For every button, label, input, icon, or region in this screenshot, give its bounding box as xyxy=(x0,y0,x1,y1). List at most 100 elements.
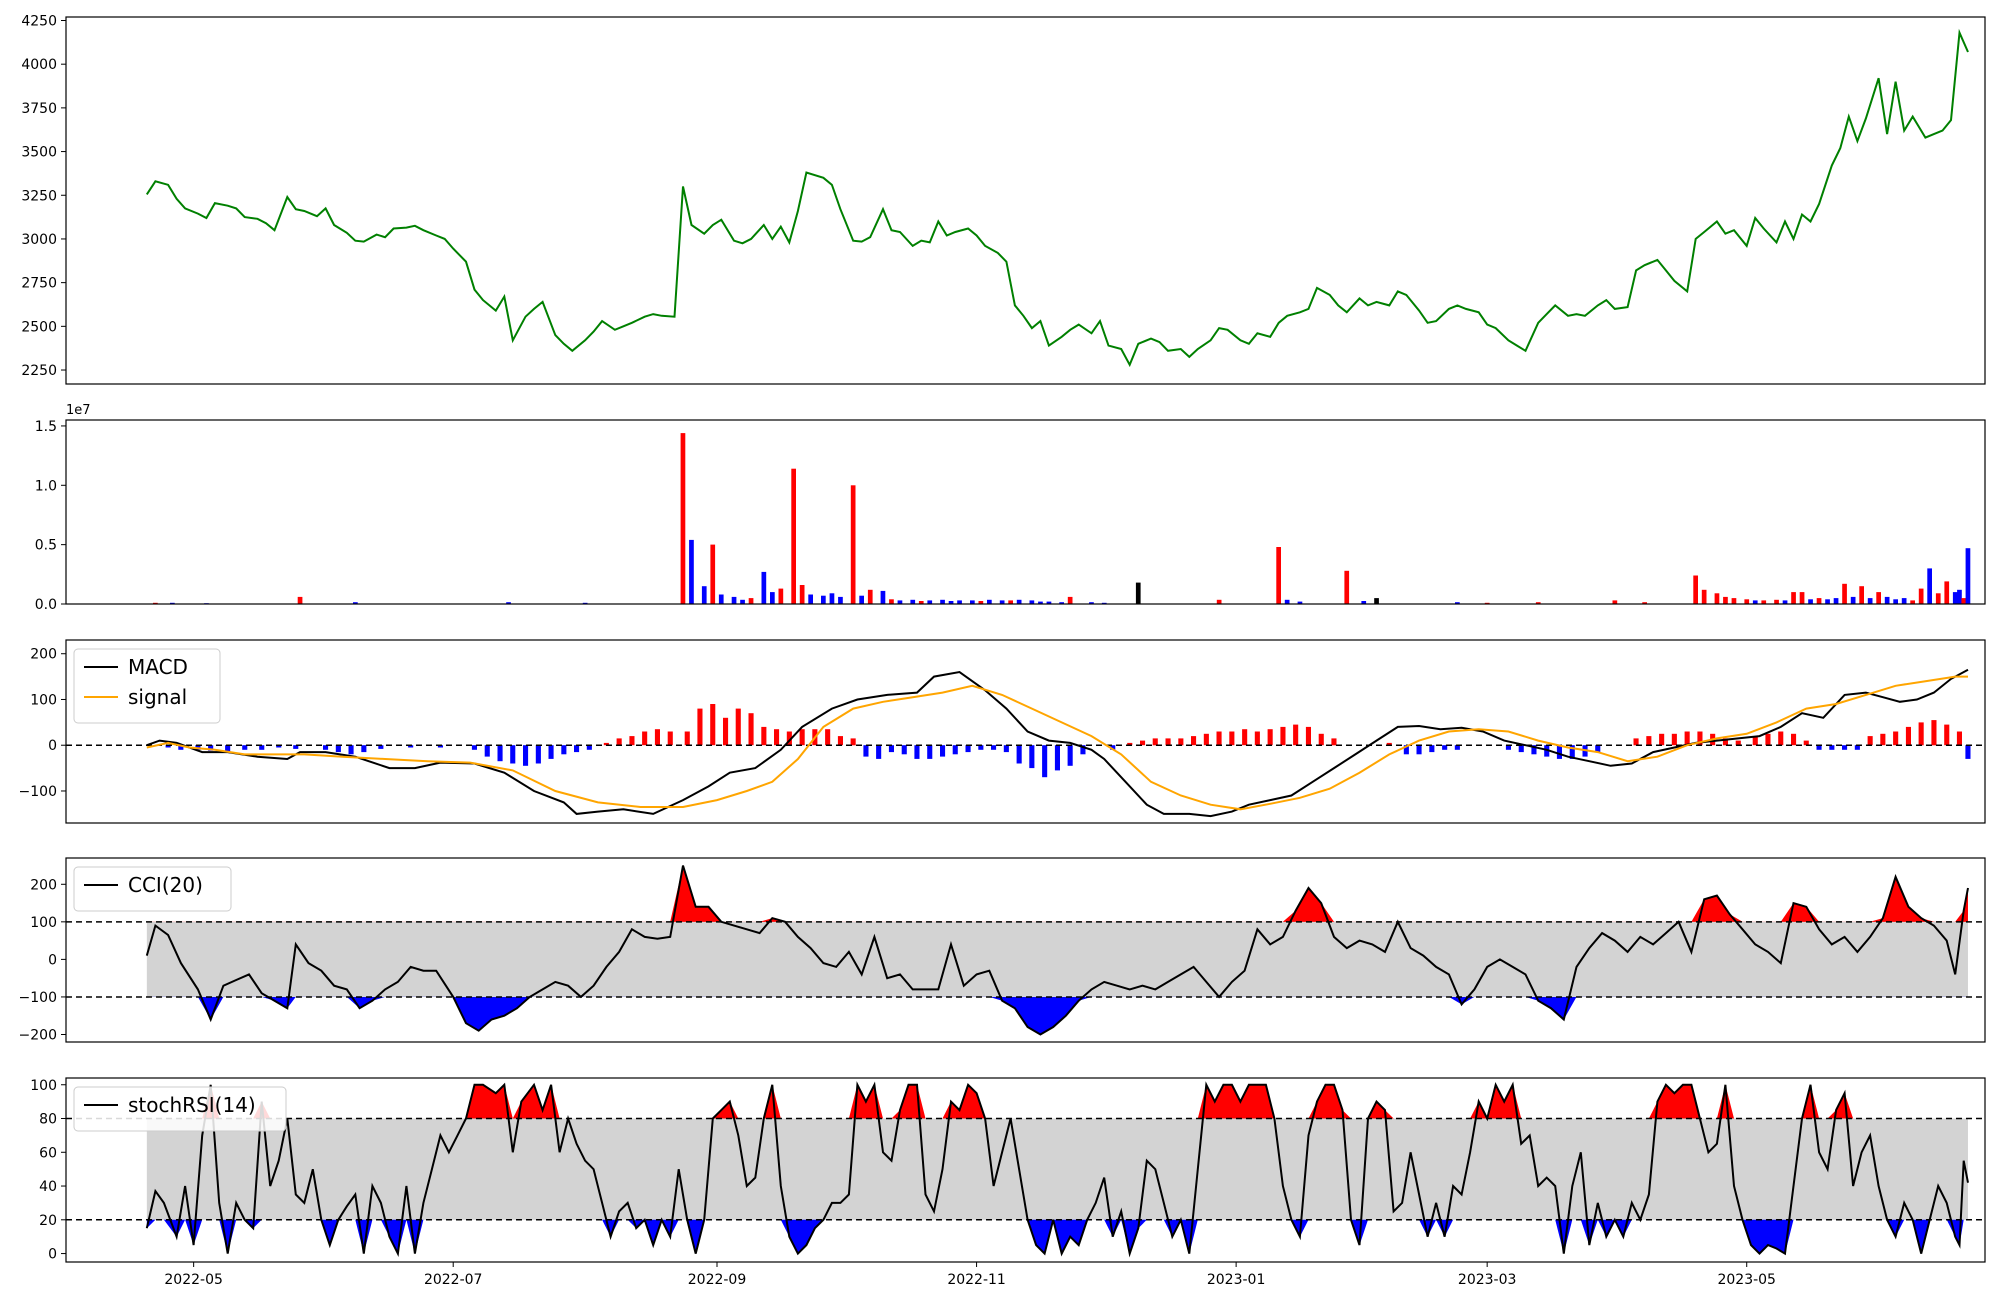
volume-bar xyxy=(778,588,784,604)
macd-histogram-bar xyxy=(1254,731,1260,746)
macd-histogram-bar xyxy=(1544,745,1550,757)
macd-histogram-bar xyxy=(1403,745,1409,755)
macd-histogram-bar xyxy=(667,731,673,746)
volume-bar xyxy=(1276,547,1281,604)
volume-bar xyxy=(1876,592,1881,604)
volume-bar xyxy=(1935,593,1941,604)
volume-bar xyxy=(1284,599,1290,604)
macd-histogram-bar xyxy=(1191,736,1197,746)
volume-bar xyxy=(710,544,716,604)
macd-histogram-bar xyxy=(484,745,490,757)
panel-frame xyxy=(65,419,1986,605)
macd-histogram-bar xyxy=(723,717,729,746)
y-tick-label: −200 xyxy=(19,1027,57,1043)
y-tick-label: 200 xyxy=(30,647,57,663)
volume-bar xyxy=(1008,600,1013,604)
macd-histogram-bar xyxy=(348,745,354,755)
macd-histogram-bar xyxy=(837,736,843,746)
macd-histogram-bar xyxy=(1791,733,1797,746)
macd-histogram-bar xyxy=(965,745,971,753)
macd-histogram-bar xyxy=(1778,731,1784,746)
volume-bar xyxy=(1297,601,1303,604)
macd-histogram-bar xyxy=(1518,745,1524,753)
y-tick-label: 100 xyxy=(30,1078,57,1094)
volume-bar xyxy=(1612,600,1618,604)
volume-bar xyxy=(821,595,826,604)
macd-histogram-bar xyxy=(1944,724,1950,746)
macd-histogram-bar xyxy=(1854,745,1860,750)
macd-histogram-bar xyxy=(1127,742,1133,746)
volume-bar xyxy=(1859,586,1864,604)
macd-histogram-bar xyxy=(1178,738,1184,746)
macd-histogram-bar xyxy=(1867,736,1873,746)
volume-bar xyxy=(748,598,754,604)
volume-bar xyxy=(999,600,1005,604)
y-tick-label: 100 xyxy=(30,692,57,708)
legend-label: MACD xyxy=(128,655,188,679)
macd-histogram-bar xyxy=(1595,745,1601,753)
y-tick-label: 2500 xyxy=(21,319,57,335)
volume-bar xyxy=(1038,601,1043,604)
volume-bar xyxy=(1918,588,1924,604)
cci-overbought-fill xyxy=(146,865,1968,922)
macd-histogram-bar xyxy=(1931,720,1937,746)
y-tick-label: 4000 xyxy=(21,57,57,73)
macd-histogram-bar xyxy=(1242,729,1248,746)
x-tick-label: 2023-01 xyxy=(1207,1272,1266,1288)
volume-bar xyxy=(1961,598,1967,604)
macd-histogram-bar xyxy=(888,745,894,753)
macd-histogram-bar xyxy=(1735,740,1741,746)
volume-bar xyxy=(889,599,894,604)
macd-histogram-bar xyxy=(1318,733,1324,746)
volume-bar xyxy=(1693,575,1698,604)
x-tick-label: 2022-07 xyxy=(424,1272,483,1288)
macd-histogram-bar xyxy=(927,745,933,759)
volume-bar xyxy=(910,599,916,604)
volume-bar xyxy=(799,585,805,604)
macd-histogram-bar xyxy=(1016,745,1022,764)
macd-histogram-bar xyxy=(1003,745,1009,753)
y-tick-label: 200 xyxy=(30,877,57,893)
y-tick-label: 40 xyxy=(39,1179,57,1195)
volume-bar xyxy=(1833,598,1839,604)
volume-bar xyxy=(718,594,724,604)
macd-histogram-bar xyxy=(361,745,367,753)
macd-histogram-bar xyxy=(876,745,882,759)
volume-bar xyxy=(867,589,873,604)
volume-bar xyxy=(897,600,903,604)
macd-histogram-bar xyxy=(799,729,805,746)
x-tick-label: 2023-05 xyxy=(1717,1272,1776,1288)
volume-bar xyxy=(1910,600,1915,604)
macd-histogram-bar xyxy=(901,745,907,755)
macd-histogram-bar xyxy=(471,745,477,750)
macd-histogram-bar xyxy=(1386,742,1392,746)
macd-histogram-bar xyxy=(774,729,780,746)
y-tick-label: −100 xyxy=(19,990,57,1006)
volume-bar xyxy=(701,586,707,604)
macd-histogram-bar xyxy=(786,731,792,746)
volume-bar xyxy=(957,600,962,604)
macd-histogram-bar xyxy=(1110,745,1116,750)
macd-histogram-bar xyxy=(952,745,958,755)
macd-histogram-bar xyxy=(978,745,984,750)
volume-bar xyxy=(1723,596,1728,604)
macd-histogram-bar xyxy=(629,736,635,746)
macd-histogram-bar xyxy=(1880,733,1886,746)
macd-histogram-bar xyxy=(1829,745,1835,750)
macd-histogram-bar xyxy=(535,745,541,764)
macd-histogram-bar xyxy=(1429,745,1435,753)
volume-bar xyxy=(1744,599,1750,604)
macd-histogram-bar xyxy=(825,729,831,746)
volume-bar xyxy=(987,599,992,604)
macd-histogram-bar xyxy=(259,745,265,750)
volume-bar xyxy=(1344,570,1350,604)
macd-histogram-bar xyxy=(574,745,580,753)
volume-bar xyxy=(1701,589,1707,604)
volume-bar xyxy=(1944,581,1950,604)
macd-histogram-bar xyxy=(1569,745,1575,759)
macd-histogram-bar xyxy=(735,708,741,746)
panel-frame xyxy=(65,639,1986,824)
macd-histogram-bar xyxy=(242,745,248,750)
legend-box xyxy=(73,1086,287,1132)
macd-histogram-bar xyxy=(586,745,592,750)
